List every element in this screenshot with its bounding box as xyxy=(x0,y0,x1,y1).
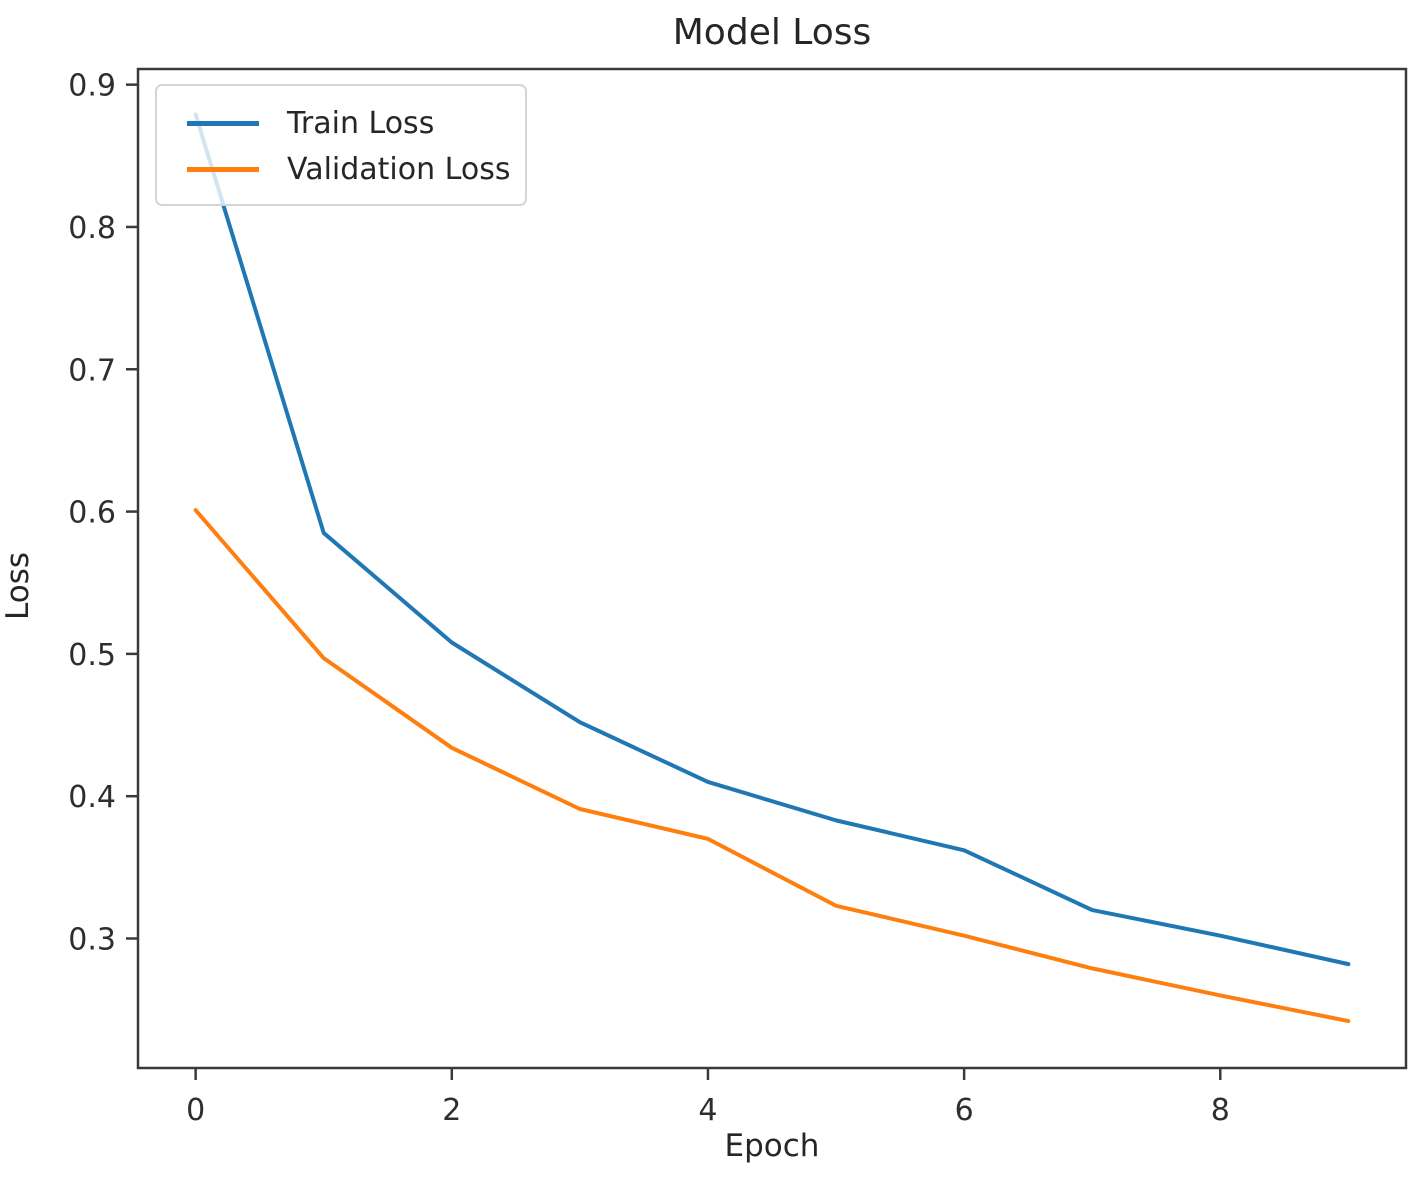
legend-label-train-loss: Train Loss xyxy=(287,105,435,141)
y-tick-label: 0.7 xyxy=(68,353,116,388)
y-tick-label: 0.6 xyxy=(68,496,116,531)
y-tick-label: 0.8 xyxy=(68,211,116,246)
axes-border xyxy=(136,67,1408,1070)
x-axis-label: Epoch xyxy=(724,1128,820,1164)
y-tick-label: 0.4 xyxy=(68,780,116,815)
train-loss-line xyxy=(193,112,1351,967)
chart-title: Model Loss xyxy=(672,12,872,53)
x-tick-label: 2 xyxy=(442,1093,461,1128)
legend-label-validation-loss: Validation Loss xyxy=(287,151,511,187)
validation-loss-line xyxy=(193,508,1351,1024)
x-tick-label: 6 xyxy=(955,1093,974,1128)
y-tick-label: 0.3 xyxy=(68,923,116,958)
x-tick-label: 0 xyxy=(186,1093,205,1128)
legend-item-validation-loss: Validation Loss xyxy=(173,146,511,192)
y-tick-label: 0.9 xyxy=(68,69,116,104)
legend-item-train-loss: Train Loss xyxy=(173,100,509,146)
legend-swatch-train-loss xyxy=(187,120,259,126)
legend: Train Loss Validation Loss xyxy=(155,84,527,206)
legend-swatch-validation-loss xyxy=(187,166,259,172)
y-tick-label: 0.5 xyxy=(68,638,116,673)
x-tick-label: 4 xyxy=(698,1093,717,1128)
x-tick-label: 8 xyxy=(1211,1093,1230,1128)
